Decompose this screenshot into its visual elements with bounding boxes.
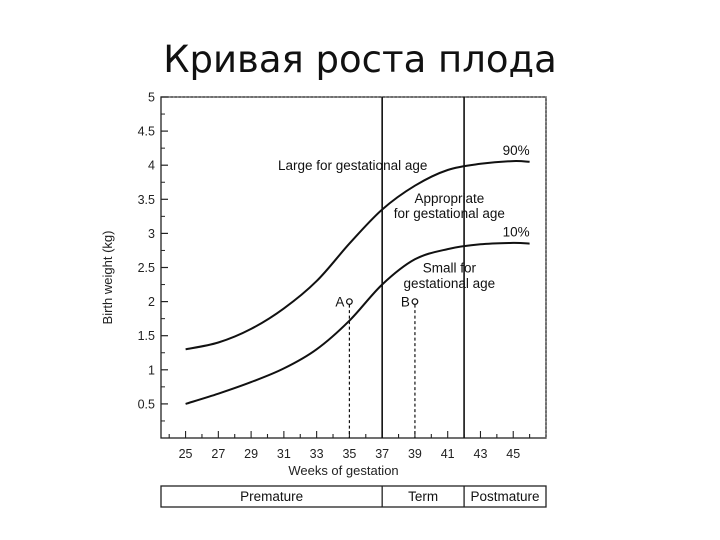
x-tick-label: 37 [375,447,389,461]
x-tick-label: 41 [441,447,455,461]
point-marker [346,298,353,306]
period-label: Premature [240,489,303,504]
plot-frame [160,96,547,439]
region-annotation: for gestational age [394,206,505,221]
y-tick-label: 5 [148,91,155,105]
point-marker [411,298,419,306]
x-tick-label: 29 [244,447,258,461]
percentile-curve-10 [185,241,530,405]
series-label: 90% [503,143,530,158]
region-annotation: Large for gestational age [278,158,427,173]
y-tick-label: 3.5 [138,193,155,207]
region-annotation: gestational age [404,276,496,291]
period-label: Term [408,489,438,504]
point-label: B [401,295,410,310]
curve-layer [185,97,530,438]
period-bar-frame [160,485,547,508]
point-label: A [335,295,344,310]
y-tick-label: 2.5 [138,261,155,275]
y-tick-label: 2 [148,295,155,309]
x-tick-label: 43 [474,447,488,461]
region-annotation: Small for [423,261,477,276]
y-tick-label: 4.5 [138,125,155,139]
period-label: Postmature [471,489,540,504]
x-tick-label: 39 [408,447,422,461]
period-bar: Premature Term Postmature [160,485,547,508]
x-axis-title: Weeks of gestation [288,463,398,478]
percentile-curve-90 [185,160,530,351]
label-layer: 0.5 1 1.5 2 2.5 3 3.5 4 4.5 5 25 27 29 31 33 35 37 39 41 43… [138,91,530,462]
x-tick-label: 33 [310,447,324,461]
y-tick-label: 0.5 [138,397,155,411]
x-tick-label: 27 [211,447,225,461]
series-label: 10% [503,225,530,240]
tick-layer [161,96,547,438]
region-annotation: Appropriate [414,191,484,206]
x-tick-label: 45 [506,447,520,461]
x-tick-label: 31 [277,447,291,461]
y-axis-title: Birth weight (kg) [100,231,115,325]
y-tick-label: 3 [148,227,155,241]
x-tick-label: 25 [179,447,193,461]
x-tick-label: 35 [342,447,356,461]
y-tick-label: 1.5 [138,329,155,343]
y-tick-label: 1 [148,363,155,377]
slide-title: Кривая роста плода [163,38,557,81]
y-tick-label: 4 [148,159,155,173]
